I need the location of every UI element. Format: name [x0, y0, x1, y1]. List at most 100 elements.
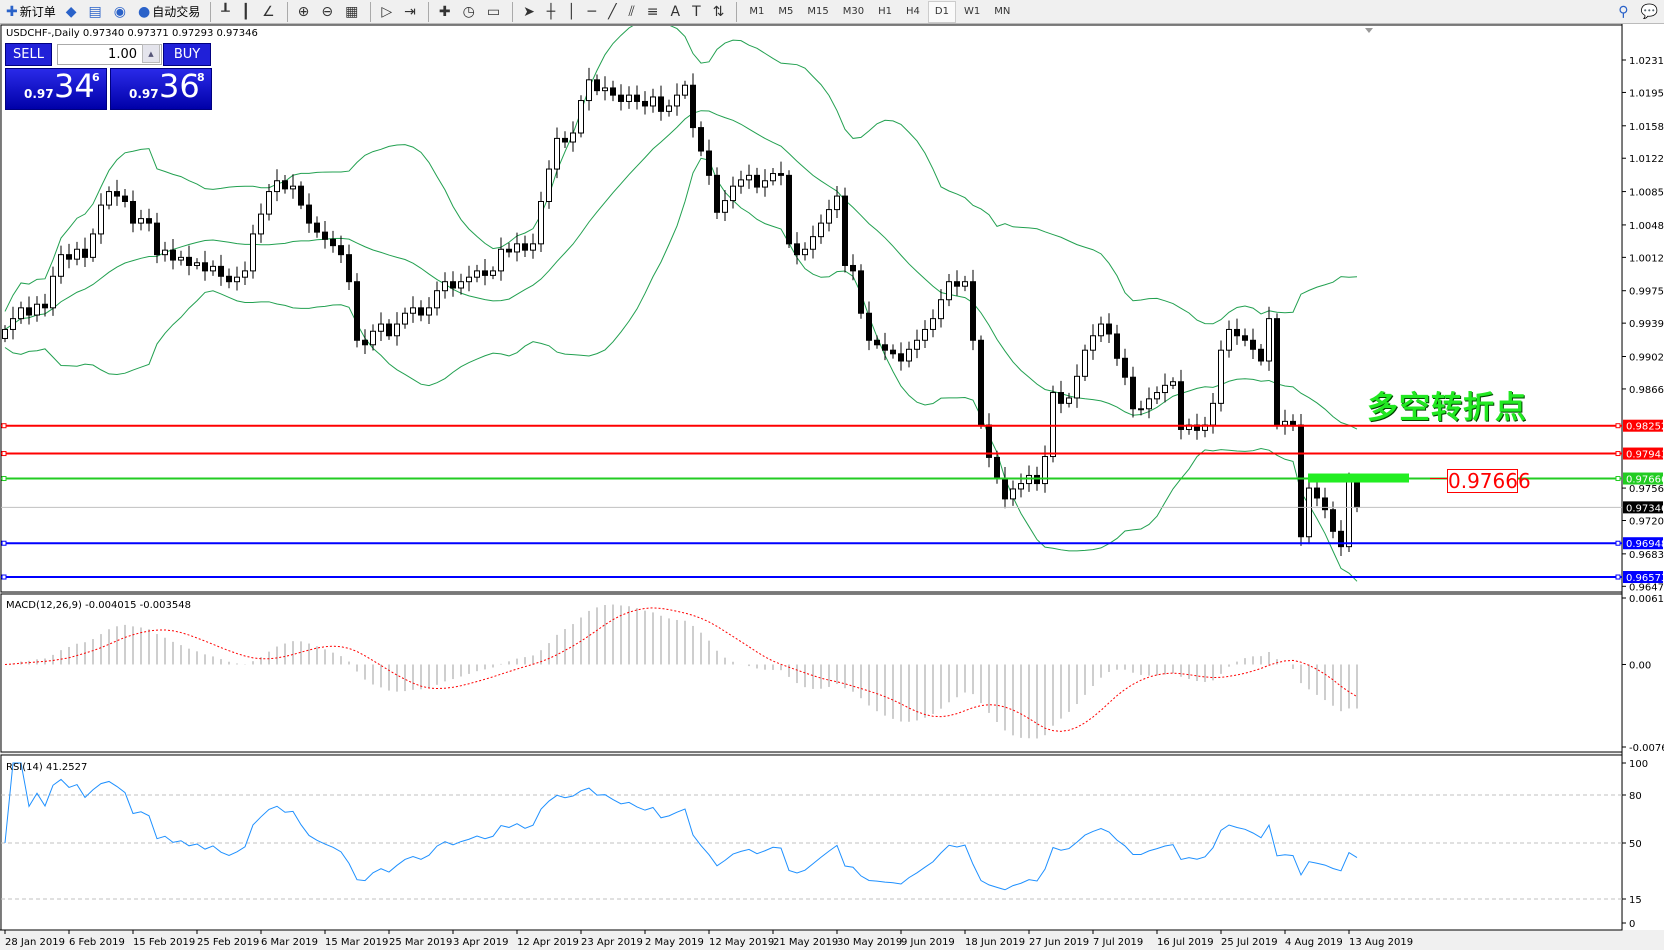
- toolbar-label: 自动交易: [152, 5, 201, 19]
- arrows-icon[interactable]: ⇅: [712, 3, 725, 20]
- bearish-candle: [994, 456, 1000, 479]
- timeframe-m30[interactable]: M30: [842, 6, 865, 17]
- market-watch-button[interactable]: ◆: [62, 1, 83, 23]
- timeframe-m5[interactable]: M5: [778, 6, 794, 17]
- buy-button[interactable]: BUY: [163, 43, 211, 66]
- auto-trading-button[interactable]: ● 自动交易: [134, 1, 204, 23]
- bearish-candle: [1058, 392, 1064, 404]
- bullish-candle: [18, 307, 24, 320]
- date-label: 9 Jun 2019: [901, 937, 955, 948]
- sell-price-prefix: 0.97: [24, 87, 54, 101]
- navigator-button[interactable]: ▤: [85, 1, 108, 23]
- timeframe-h4[interactable]: H4: [906, 6, 920, 17]
- bullish-candle: [1282, 420, 1288, 426]
- periods-icon[interactable]: ◷: [462, 3, 475, 20]
- lot-increase-button[interactable]: ▲: [142, 44, 160, 63]
- bullish-candle: [1042, 456, 1048, 485]
- text-icon[interactable]: A: [670, 3, 681, 20]
- rsi-line: [4, 762, 1358, 891]
- bullish-candle: [490, 270, 496, 276]
- timeframe-m15[interactable]: M15: [807, 6, 829, 17]
- lot-size-input[interactable]: 1.00: [57, 44, 162, 65]
- templates-icon[interactable]: ▭: [486, 3, 501, 20]
- equidistant-channel-icon[interactable]: ⫽: [628, 3, 635, 20]
- bearish-candle: [418, 307, 424, 316]
- fibonacci-icon[interactable]: ≡: [646, 3, 659, 20]
- bearish-candle: [330, 238, 336, 247]
- sell-price-button[interactable]: 0.97 34 6: [5, 67, 107, 110]
- cursor-icon[interactable]: ➤: [523, 3, 535, 20]
- bearish-candle: [1258, 348, 1264, 362]
- rsi-tick-label: 50: [1629, 839, 1642, 850]
- trendline-icon[interactable]: ╱: [608, 3, 617, 20]
- bearish-candle: [186, 256, 192, 266]
- price-tick-label: 1.01950: [1629, 88, 1664, 99]
- bullish-candle: [1018, 483, 1024, 490]
- bullish-candle: [442, 281, 448, 292]
- chat-icon[interactable]: 💬: [1640, 3, 1658, 20]
- current-price-label-bg: [1623, 501, 1663, 514]
- timeframe-d1[interactable]: D1: [927, 0, 956, 23]
- toolbar-label: 新订单: [19, 5, 56, 19]
- bullish-candle: [538, 200, 544, 245]
- bearish-candle: [866, 312, 872, 341]
- bullish-candle: [58, 254, 64, 277]
- sell-button[interactable]: SELL: [5, 43, 52, 66]
- one-click-trading-panel: SELL ▼ 1.00 ▲ BUY 0.97 34 6 0.97 36 8: [5, 43, 223, 110]
- bearish-candle: [898, 353, 904, 362]
- horizontal-line-icon[interactable]: ─: [587, 3, 597, 20]
- timeframe-m1[interactable]: M1: [749, 6, 765, 17]
- new-order-button[interactable]: ✚ 新订单: [2, 1, 60, 23]
- vertical-line-icon[interactable]: │: [567, 3, 576, 20]
- tile-windows-icon[interactable]: ▦: [345, 3, 359, 20]
- bullish-candle: [962, 281, 968, 287]
- bullish-candle: [234, 276, 240, 283]
- bullish-candle: [938, 299, 944, 320]
- chart-shift-icon[interactable]: ⇥: [404, 3, 416, 20]
- buy-price-button[interactable]: 0.97 36 8: [110, 67, 212, 110]
- price-tick-label: 1.02310: [1629, 56, 1664, 67]
- bearish-candle: [658, 96, 664, 112]
- price-line-label: 0.96573: [1626, 573, 1664, 584]
- bullish-candle: [370, 330, 376, 346]
- bullish-candle: [138, 218, 144, 224]
- candlestick-icon[interactable]: ┃: [241, 3, 251, 20]
- timeframe-h1[interactable]: H1: [878, 6, 893, 17]
- indicators-icon[interactable]: ✚: [438, 3, 451, 20]
- date-label: 21 May 2019: [773, 937, 838, 948]
- toolbar-separator: [370, 1, 372, 22]
- line-chart-icon[interactable]: ∠: [262, 3, 275, 20]
- bearish-candle: [450, 281, 456, 289]
- zoom-out-icon[interactable]: ⊖: [321, 3, 334, 20]
- timeframe-w1[interactable]: W1: [963, 6, 981, 17]
- date-label: 27 Jun 2019: [1029, 937, 1089, 948]
- bullish-candle: [514, 243, 520, 253]
- price-tick-label: 1.01220: [1629, 154, 1664, 165]
- bullish-candle: [818, 222, 824, 238]
- bullish-candle: [434, 290, 440, 309]
- bullish-candle: [834, 195, 840, 211]
- bollinger-upper-band: [4, 26, 1358, 325]
- bullish-candle: [378, 323, 384, 332]
- price-line-label: 0.96948: [1626, 539, 1664, 550]
- bearish-candle: [1242, 335, 1248, 341]
- rsi-label: RSI(14) 41.2527: [6, 762, 88, 773]
- bullish-candle: [194, 262, 200, 266]
- timeframe-mn[interactable]: MN: [994, 6, 1011, 17]
- bearish-candle: [954, 281, 960, 287]
- zoom-in-icon[interactable]: ⊕: [297, 3, 310, 20]
- bar-chart-icon[interactable]: ┸: [221, 3, 230, 20]
- bearish-candle: [314, 222, 320, 233]
- crosshair-icon[interactable]: ┼: [546, 3, 556, 20]
- signals-button[interactable]: ◉: [110, 1, 132, 23]
- price-chart[interactable]: 1.023101.019501.015801.012201.008501.004…: [0, 24, 1664, 950]
- bearish-candle: [26, 307, 32, 316]
- bullish-candle: [682, 84, 688, 96]
- search-icon[interactable]: ⚲: [1618, 3, 1629, 20]
- line-handle: [1615, 476, 1621, 482]
- auto-scroll-icon[interactable]: ▷: [381, 3, 393, 20]
- text-label-icon[interactable]: T: [692, 3, 701, 20]
